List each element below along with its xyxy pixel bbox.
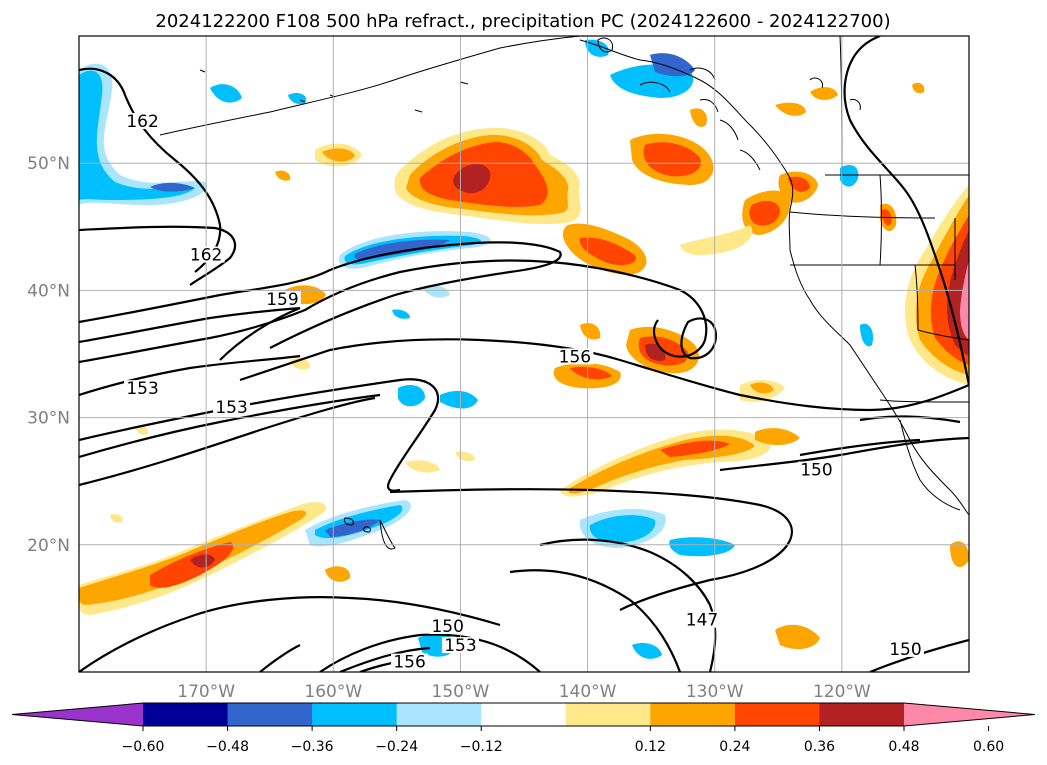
contour-label-background xyxy=(263,291,301,308)
map-frame xyxy=(78,35,970,673)
colorbar-segment xyxy=(396,703,482,726)
colorbar-extend-high xyxy=(904,703,1035,726)
lon-tick-label: 160°W xyxy=(304,682,362,702)
contour-label: 162 xyxy=(190,246,222,266)
lon-tick-label: 170°W xyxy=(177,682,235,702)
colorbar-segment xyxy=(227,703,313,726)
contour-label-background xyxy=(886,640,924,657)
contour-label: 156 xyxy=(393,653,425,673)
colorbar-segment xyxy=(734,703,820,726)
contour-lines xyxy=(79,36,969,672)
contour-label-background xyxy=(391,653,429,670)
colorbar-segment xyxy=(650,703,736,726)
colorbar-tick-label: −0.24 xyxy=(375,739,418,755)
map-background xyxy=(79,36,969,672)
lat-tick-label: 30°N xyxy=(27,409,70,429)
colorbar-extend-low xyxy=(12,703,143,726)
contour-label: 147 xyxy=(686,611,718,631)
colorbar-tick-label: 0.12 xyxy=(635,739,666,755)
colorbar-tick-label: 0.36 xyxy=(804,739,835,755)
contour-label: 153 xyxy=(444,636,476,656)
lat-tick-label: 40°N xyxy=(27,281,70,301)
colorbar-segment xyxy=(143,703,229,726)
lon-tick-label: 120°W xyxy=(813,682,871,702)
colorbar-tick-label: −0.60 xyxy=(122,739,165,755)
contour-label-background xyxy=(797,461,835,478)
lon-tick-label: 140°W xyxy=(559,682,617,702)
latitude-axis: 50°N 40°N 30°N 20°N xyxy=(27,154,70,556)
contour-label: 150 xyxy=(889,640,921,660)
colorbar-tick-label: 0.60 xyxy=(973,739,1004,755)
colorbar-tick-label: 0.24 xyxy=(719,739,750,755)
colorbar-tick-label: −0.12 xyxy=(460,739,503,755)
colorbar-tick-label: −0.36 xyxy=(291,739,334,755)
contour-label: 156 xyxy=(559,347,591,367)
precipitation-shading xyxy=(79,39,969,659)
contour-label-background xyxy=(556,348,594,365)
contour-label: 150 xyxy=(800,461,832,481)
colorbar-segment xyxy=(481,703,567,726)
colorbar-tick-label: −0.48 xyxy=(206,739,249,755)
gridlines xyxy=(79,36,969,672)
contour-label: 150 xyxy=(431,617,463,637)
contour-label-background xyxy=(124,380,162,397)
colorbar-tick-label: 0.48 xyxy=(888,739,919,755)
contour-label-background xyxy=(213,399,251,416)
lat-tick-label: 20°N xyxy=(27,536,70,556)
lon-tick-label: 150°W xyxy=(432,682,490,702)
lat-tick-label: 50°N xyxy=(27,154,70,174)
contour-label-background xyxy=(683,611,721,628)
lon-tick-label: 130°W xyxy=(686,682,744,702)
contour-label-background xyxy=(429,618,467,635)
contour-label-background xyxy=(187,246,225,263)
longitude-axis: 170°W 160°W 150°W 140°W 130°W 120°W xyxy=(177,682,871,702)
colorbar-segment xyxy=(312,703,398,726)
map-title: 2024122200 F108 500 hPa refract., precip… xyxy=(155,11,890,32)
colorbar: −0.60 −0.48 −0.36 −0.24 −0.12 0.12 0.24 0.36 0.4… xyxy=(11,702,1036,755)
contour-label-background xyxy=(124,113,162,130)
colorbar-segment xyxy=(565,703,651,726)
contour-label: 153 xyxy=(126,379,158,399)
contour-label: 162 xyxy=(126,112,158,132)
contour-label: 159 xyxy=(266,290,298,310)
contour-label-background xyxy=(441,637,479,654)
colorbar-segment xyxy=(819,703,905,726)
contour-label: 153 xyxy=(215,398,247,418)
